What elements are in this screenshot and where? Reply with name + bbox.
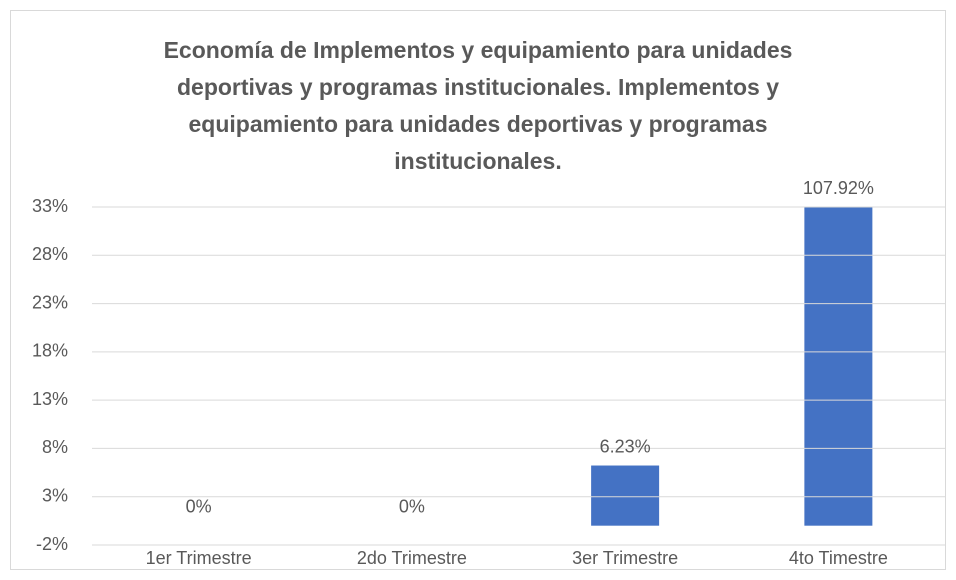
data-label: 6.23% [600, 436, 651, 456]
data-label: 0% [186, 496, 212, 516]
x-tick-label: 4to Timestre [789, 548, 888, 568]
chart-title: Economía de Implementos y equipamiento p… [163, 37, 793, 174]
x-tick-label: 2do Trimestre [357, 548, 467, 568]
chart-frame [10, 10, 946, 570]
bars [591, 207, 873, 526]
y-tick-label: 3% [42, 485, 68, 505]
y-tick-label: 23% [32, 292, 68, 312]
bar [804, 207, 873, 526]
y-tick-label: 18% [32, 341, 68, 361]
x-tick-label: 1er Trimestre [146, 548, 252, 568]
y-tick-label: 13% [32, 389, 68, 409]
bar [591, 465, 660, 526]
data-label: 0% [399, 496, 425, 516]
y-tick-label: 8% [42, 437, 68, 457]
y-tick-label: 33% [32, 196, 68, 216]
y-tick-label: -2% [36, 534, 68, 554]
y-tick-label: 28% [32, 244, 68, 264]
x-tick-label: 3er Trimestre [572, 548, 678, 568]
data-label: 107.92% [803, 178, 874, 198]
